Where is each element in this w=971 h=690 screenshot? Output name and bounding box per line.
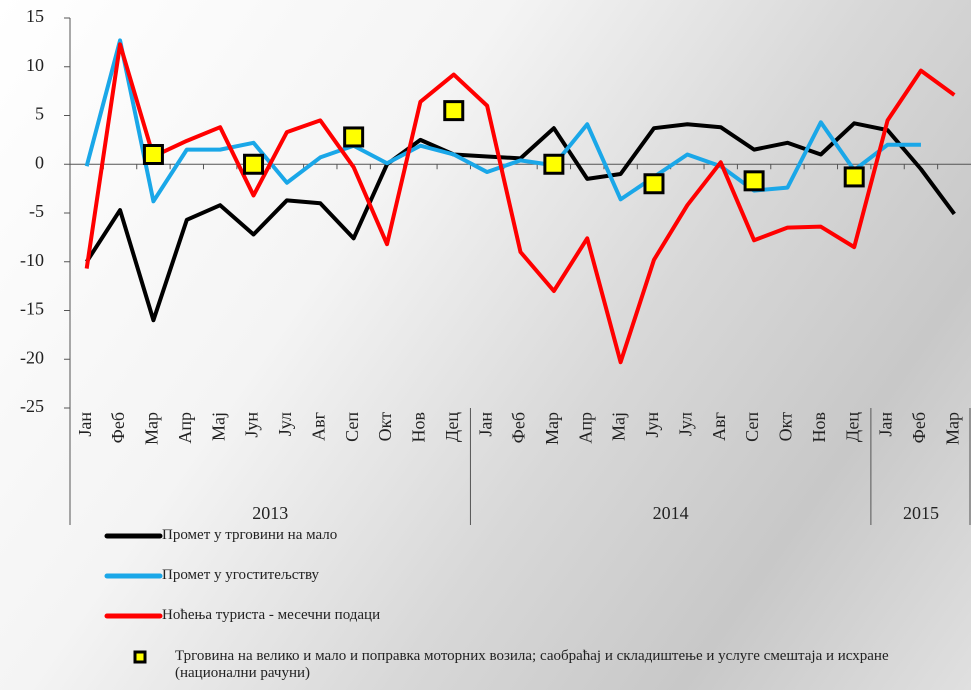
square-marker — [445, 102, 463, 120]
chart: -25 -20 -15 -10 -5 0 5 10 15 Јан Феб Мар Апр Мај Јун Ју… — [0, 0, 971, 690]
year-label: 2014 — [653, 503, 689, 523]
y-tick-label: 10 — [26, 55, 44, 75]
y-tick-label: -5 — [29, 201, 44, 221]
y-tick-label: -20 — [20, 347, 44, 367]
series-line — [87, 44, 955, 362]
x-tick-label: Сеп — [342, 412, 362, 442]
x-tick-label: Јун — [242, 412, 262, 438]
x-tick-label: Нов — [809, 412, 829, 443]
x-tick-label: Мај — [208, 412, 228, 441]
x-tick-label: Апр — [175, 412, 195, 444]
square-marker — [845, 168, 863, 186]
x-tick-label: Јан — [475, 412, 495, 437]
x-tick-label: Дец — [842, 412, 862, 442]
x-tick-label: Феб — [509, 412, 529, 443]
x-tick-label: Авг — [308, 412, 328, 441]
y-tick-label: 0 — [35, 152, 44, 172]
y-tick-label: -25 — [20, 396, 44, 416]
legend-swatch — [135, 652, 145, 662]
year-label: 2015 — [903, 503, 939, 523]
x-tick-label: Мар — [542, 412, 562, 445]
page: -25 -20 -15 -10 -5 0 5 10 15 Јан Феб Мар Апр Мај Јун Ју… — [0, 0, 971, 690]
x-tick-label: Апр — [575, 412, 595, 444]
legend-label: Трговина на велико и мало и поправка мот… — [175, 648, 965, 682]
x-tick-label: Мар — [942, 412, 962, 445]
x-tick-label: Окт — [375, 412, 395, 442]
x-tick-label: Јул — [675, 412, 695, 436]
x-tick-label: Нов — [409, 412, 429, 443]
x-tick-label: Дец — [442, 412, 462, 442]
x-tick-label: Јан — [75, 412, 95, 437]
y-tick-label: 5 — [35, 104, 44, 124]
x-tick-label: Јул — [275, 412, 295, 436]
x-tick-label: Јан — [876, 412, 896, 437]
y-tick-label: -15 — [20, 299, 44, 319]
legend-label: Промет у угоститељству — [162, 567, 319, 584]
square-marker — [345, 128, 363, 146]
x-tick-label: Сеп — [742, 412, 762, 442]
x-tick-label: Мај — [609, 412, 629, 441]
square-marker — [545, 155, 563, 173]
square-marker — [745, 172, 763, 190]
year-label: 2013 — [252, 503, 288, 523]
x-tick-label: Окт — [776, 412, 796, 442]
legend-label: Промет у трговини на мало — [162, 527, 337, 544]
square-marker — [245, 155, 263, 173]
y-tick-label: 15 — [26, 6, 44, 26]
legend-label: Ноћења туриста - месечни подаци — [162, 607, 380, 624]
square-marker — [144, 146, 162, 164]
x-tick-label: Јун — [642, 412, 662, 438]
x-tick-label: Авг — [709, 412, 729, 441]
y-tick-label: -10 — [20, 250, 44, 270]
square-marker — [645, 175, 663, 193]
x-tick-label: Феб — [108, 412, 128, 443]
series-line — [87, 123, 955, 320]
x-tick-label: Феб — [909, 412, 929, 443]
x-tick-label: Мар — [142, 412, 162, 445]
